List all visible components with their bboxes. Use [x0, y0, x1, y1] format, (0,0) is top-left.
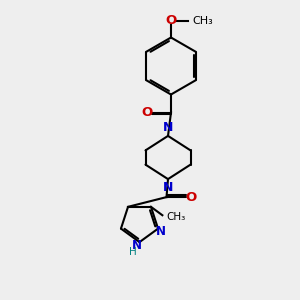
Text: O: O — [165, 14, 177, 28]
Text: N: N — [163, 122, 173, 134]
Text: CH₃: CH₃ — [193, 16, 213, 26]
Text: O: O — [185, 190, 197, 204]
Text: CH₃: CH₃ — [167, 212, 186, 222]
Text: N: N — [132, 239, 142, 252]
Text: O: O — [142, 106, 153, 119]
Text: N: N — [155, 224, 165, 238]
Text: H: H — [129, 247, 137, 257]
Text: N: N — [163, 181, 173, 194]
